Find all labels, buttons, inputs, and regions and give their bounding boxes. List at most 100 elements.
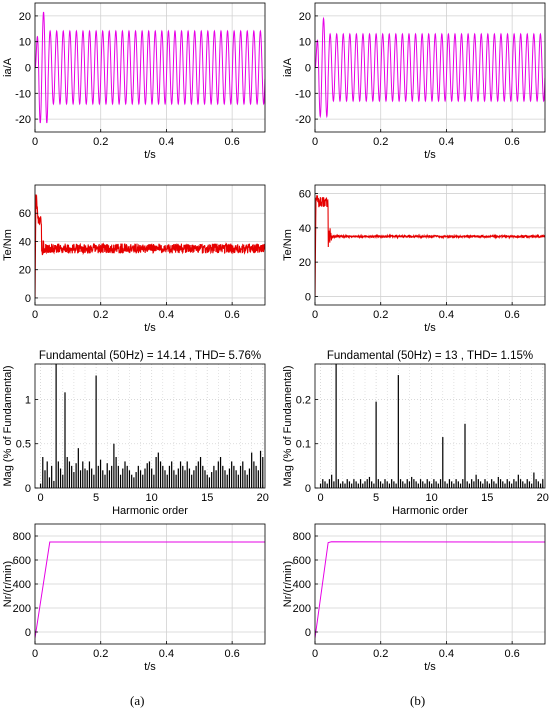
y-tick-label: 200 bbox=[293, 603, 311, 615]
harmonic-bar bbox=[171, 461, 173, 488]
x-tick-label: 15 bbox=[201, 492, 213, 504]
harmonic-bar bbox=[253, 461, 255, 488]
harmonic-bar bbox=[135, 472, 137, 488]
harmonic-bar bbox=[151, 468, 153, 488]
harmonic-bar bbox=[535, 479, 537, 488]
chart-a-fft: Fundamental (50Hz) = 14.14 , THD= 5.76% 0… bbox=[2, 350, 269, 517]
harmonic-bar bbox=[215, 470, 217, 488]
chart-title: Fundamental (50Hz) = 14.14 , THD= 5.76% bbox=[39, 350, 261, 362]
harmonic-bar bbox=[435, 481, 437, 488]
harmonic-bar bbox=[137, 465, 139, 488]
harmonic-bar bbox=[159, 461, 162, 488]
harmonic-bar bbox=[502, 481, 504, 488]
x-tick-label: 0.4 bbox=[439, 309, 454, 321]
harmonic-bar bbox=[217, 461, 219, 488]
harmonic-bar bbox=[528, 481, 531, 488]
harmonic-bar bbox=[357, 483, 359, 488]
harmonic-bar bbox=[193, 470, 195, 488]
harmonic-bar bbox=[166, 474, 168, 488]
harmonic-bar bbox=[344, 483, 346, 488]
harmonic-bar bbox=[142, 474, 144, 488]
harmonic-bar bbox=[366, 479, 368, 488]
harmonic-bar bbox=[497, 476, 499, 488]
harmonic-bar bbox=[504, 483, 506, 488]
harmonic-bar bbox=[351, 483, 353, 488]
y-tick-label: 20 bbox=[299, 11, 311, 23]
y-axis-label: ia/A bbox=[282, 57, 294, 77]
harmonic-bar bbox=[508, 481, 511, 488]
y-tick-label: 20 bbox=[19, 265, 31, 277]
harmonic-bar bbox=[48, 477, 51, 488]
harmonic-bar bbox=[86, 470, 88, 488]
harmonic-bar bbox=[433, 479, 435, 488]
harmonic-bar bbox=[219, 457, 222, 488]
harmonic-bar bbox=[417, 483, 419, 488]
harmonic-bar bbox=[184, 470, 186, 488]
harmonic-bar bbox=[471, 479, 473, 488]
harmonic-bar bbox=[348, 481, 351, 488]
x-tick-label: 0 bbox=[32, 136, 38, 148]
harmonic-bar bbox=[513, 479, 515, 488]
x-tick-label: 0.6 bbox=[504, 136, 519, 148]
harmonic-bar bbox=[359, 479, 362, 488]
harmonic-bar bbox=[495, 483, 497, 488]
harmonic-bar bbox=[211, 472, 213, 488]
x-tick-label: 5 bbox=[373, 492, 379, 504]
harmonic-bar bbox=[104, 474, 106, 488]
harmonic-bar bbox=[66, 457, 68, 488]
harmonic-bar bbox=[499, 479, 502, 488]
harmonic-bar bbox=[75, 463, 77, 488]
harmonic-bar bbox=[475, 474, 477, 488]
harmonic-bar bbox=[122, 468, 124, 488]
y-tick-label: 60 bbox=[299, 189, 311, 201]
harmonic-bar bbox=[57, 461, 59, 488]
x-tick-label: 0 bbox=[312, 648, 318, 660]
y-axis-label: Nr/(r/min) bbox=[282, 561, 294, 607]
harmonic-bar bbox=[466, 481, 468, 488]
y-tick-label: 200 bbox=[13, 603, 31, 615]
x-tick-label: 0.6 bbox=[224, 648, 239, 660]
y-tick-label: -10 bbox=[295, 88, 311, 100]
harmonic-bar bbox=[93, 474, 95, 488]
harmonic-bar bbox=[95, 375, 97, 488]
y-axis-label: Te/Nm bbox=[2, 229, 14, 261]
harmonic-bar bbox=[53, 480, 55, 488]
harmonic-bar bbox=[484, 479, 486, 488]
series-line bbox=[35, 11, 265, 124]
harmonic-bar bbox=[333, 481, 335, 488]
y-axis-label: Mag (% of Fundamental) bbox=[282, 365, 294, 486]
harmonic-bar bbox=[468, 483, 471, 488]
harmonic-bar bbox=[242, 461, 244, 488]
y-tick-label: 0.1 bbox=[296, 439, 311, 451]
harmonic-bar bbox=[402, 481, 404, 488]
harmonic-bar bbox=[251, 452, 253, 488]
x-tick-label: 10 bbox=[146, 492, 158, 504]
chart-b-current: 0 0.2 0.4 0.6 -20 -10 0 10 20 t/s ia/A bbox=[282, 2, 546, 161]
harmonic-bar bbox=[439, 479, 442, 488]
y-tick-label: 0.2 bbox=[296, 394, 311, 406]
x-tick-label: 0.4 bbox=[159, 136, 174, 148]
x-axis-label: t/s bbox=[424, 322, 436, 334]
y-tick-label: -20 bbox=[295, 114, 311, 126]
series-line bbox=[35, 194, 265, 298]
harmonic-bar bbox=[239, 465, 242, 488]
harmonic-bar bbox=[451, 481, 453, 488]
harmonic-bar bbox=[464, 423, 466, 488]
harmonic-bar bbox=[479, 481, 482, 488]
harmonic-bar bbox=[213, 465, 215, 488]
harmonic-bar bbox=[82, 461, 84, 488]
harmonic-bar bbox=[222, 465, 224, 488]
plot-area bbox=[315, 364, 545, 488]
y-tick-label: 0 bbox=[25, 627, 31, 639]
harmonic-bar bbox=[448, 479, 451, 488]
x-tick-label: 0.6 bbox=[224, 136, 239, 148]
x-tick-label: 15 bbox=[481, 492, 493, 504]
y-tick-label: 800 bbox=[13, 531, 31, 543]
harmonic-bar bbox=[526, 479, 528, 488]
harmonic-bar bbox=[511, 483, 513, 488]
harmonic-bar bbox=[424, 483, 426, 488]
x-tick-label: 0 bbox=[312, 136, 318, 148]
harmonic-bar bbox=[442, 437, 444, 488]
harmonic-bar bbox=[337, 479, 339, 488]
harmonic-bar bbox=[362, 483, 364, 488]
